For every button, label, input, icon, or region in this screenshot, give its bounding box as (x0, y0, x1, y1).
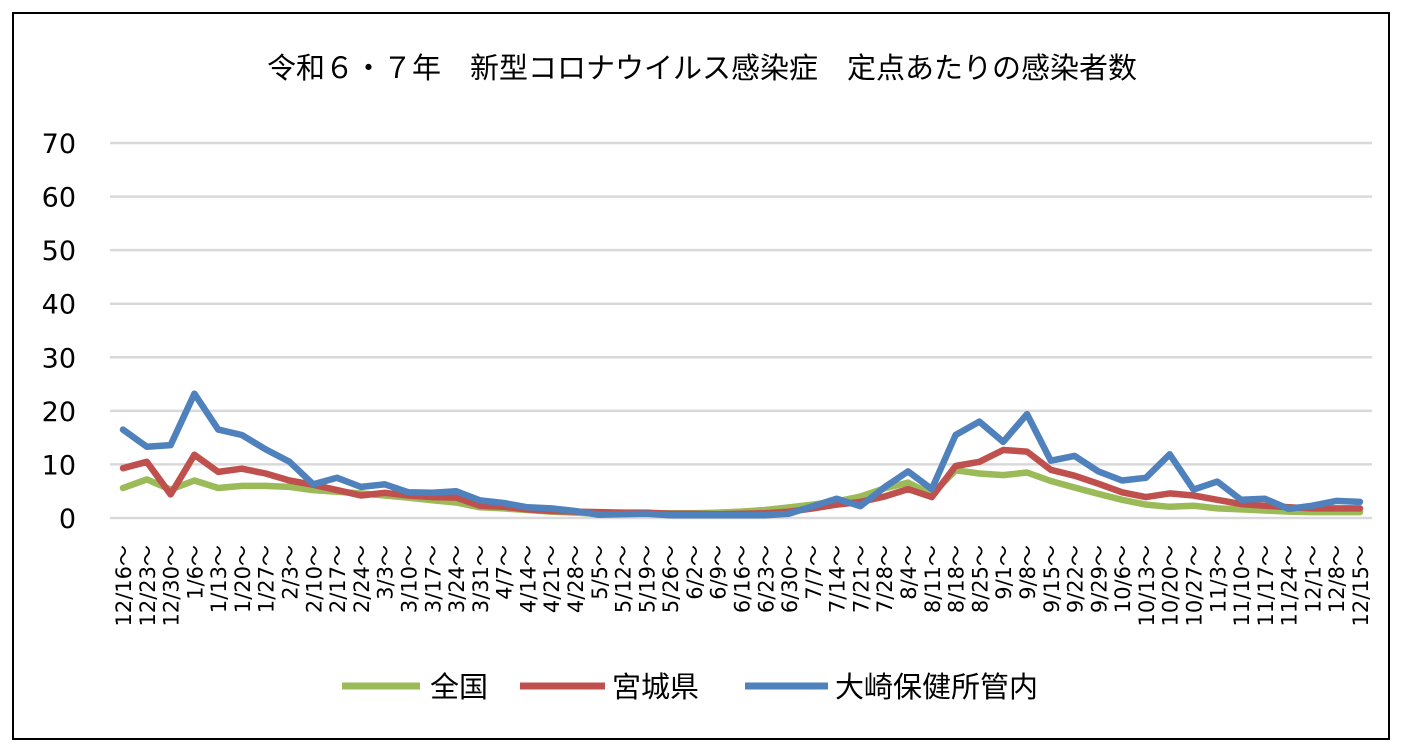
y-tick-label: 10 (42, 450, 76, 481)
x-tick-label: 7/14〜 (826, 545, 850, 613)
x-tick-label: 3/17〜 (421, 545, 445, 613)
chart-title: 令和６・７年 新型コロナウイルス感染症 定点あたりの感染者数 (267, 51, 1137, 85)
x-tick-label: 3/24〜 (445, 545, 469, 613)
x-tick-label: 5/5〜 (588, 545, 612, 600)
y-tick-label: 0 (59, 504, 76, 535)
legend-label: 大崎保健所管内 (835, 670, 1038, 704)
x-tick-label: 8/4〜 (897, 545, 921, 600)
legend-label: 全国 (430, 670, 488, 704)
x-tick-label: 6/2〜 (683, 545, 707, 600)
x-tick-label: 6/9〜 (707, 545, 731, 600)
x-tick-label: 6/23〜 (754, 545, 778, 613)
x-tick-label: 1/6〜 (183, 545, 207, 600)
x-tick-label: 3/10〜 (397, 545, 421, 613)
x-tick-label: 6/16〜 (731, 545, 755, 613)
x-tick-label: 10/13〜 (1135, 545, 1159, 627)
x-tick-label: 4/28〜 (564, 545, 588, 613)
x-tick-label: 6/30〜 (778, 545, 802, 613)
x-tick-label: 7/28〜 (873, 545, 897, 613)
y-tick-label: 50 (42, 236, 76, 267)
x-tick-label: 10/6〜 (1111, 545, 1135, 613)
x-tick-label: 11/3〜 (1206, 545, 1230, 613)
y-tick-label: 20 (42, 397, 76, 428)
x-tick-label: 8/25〜 (968, 545, 992, 613)
x-tick-label: 12/8〜 (1325, 545, 1349, 613)
x-tick-label: 10/20〜 (1159, 545, 1183, 627)
y-tick-label: 30 (42, 343, 76, 374)
x-tick-label: 4/14〜 (516, 545, 540, 613)
x-tick-label: 9/8〜 (1016, 545, 1040, 600)
x-tick-label: 5/12〜 (612, 545, 636, 613)
y-axis-ticks: 0 10 20 30 40 50 60 70 (42, 129, 76, 535)
legend-label: 宮城県 (612, 670, 699, 704)
chart-frame (12, 12, 1390, 740)
x-tick-label: 1/20〜 (231, 545, 255, 613)
x-tick-label: 4/21〜 (540, 545, 564, 613)
x-tick-label: 9/29〜 (1087, 545, 1111, 613)
legend: 全国 宮城県 大崎保健所管内 (342, 670, 1038, 704)
x-tick-label: 2/17〜 (326, 545, 350, 613)
x-tick-label: 2/10〜 (302, 545, 326, 613)
x-tick-label: 5/19〜 (635, 545, 659, 613)
x-tick-label: 4/7〜 (493, 545, 517, 600)
x-tick-label: 2/24〜 (350, 545, 374, 613)
x-tick-label: 12/15〜 (1349, 545, 1373, 627)
x-axis-ticks: 12/16〜 12/23〜 12/30〜 1/6〜 1/13〜 1/20〜 1/27〜 2/3… (112, 545, 1373, 627)
x-tick-label: 8/18〜 (945, 545, 969, 613)
y-tick-label: 40 (42, 290, 76, 321)
x-tick-label: 7/21〜 (849, 545, 873, 613)
x-tick-label: 1/13〜 (207, 545, 231, 613)
x-tick-label: 7/7〜 (802, 545, 826, 600)
x-tick-label: 10/27〜 (1182, 545, 1206, 627)
x-tick-label: 3/3〜 (374, 545, 398, 600)
x-tick-label: 9/22〜 (1064, 545, 1088, 613)
x-tick-label: 9/15〜 (1040, 545, 1064, 613)
x-tick-label: 11/24〜 (1278, 545, 1302, 627)
x-tick-label: 11/17〜 (1254, 545, 1278, 627)
x-tick-label: 3/31〜 (469, 545, 493, 613)
x-tick-label: 12/1〜 (1301, 545, 1325, 613)
x-tick-label: 1/27〜 (255, 545, 279, 613)
x-tick-label: 8/11〜 (921, 545, 945, 613)
gridlines (110, 141, 1372, 520)
x-tick-label: 11/10〜 (1230, 545, 1254, 627)
y-tick-label: 70 (42, 129, 76, 160)
x-tick-label: 12/30〜 (160, 545, 184, 627)
x-tick-label: 2/3〜 (279, 545, 303, 600)
x-tick-label: 9/1〜 (992, 545, 1016, 600)
x-tick-label: 12/16〜 (112, 545, 136, 627)
x-tick-label: 12/23〜 (136, 545, 160, 627)
x-tick-label: 5/26〜 (659, 545, 683, 613)
y-tick-label: 60 (42, 183, 76, 214)
series-lines (119, 390, 1364, 519)
